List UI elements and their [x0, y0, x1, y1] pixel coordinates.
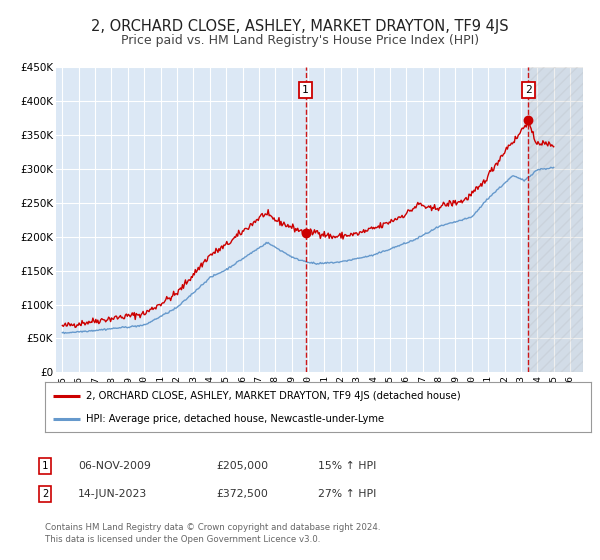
Text: 2, ORCHARD CLOSE, ASHLEY, MARKET DRAYTON, TF9 4JS (detached house): 2, ORCHARD CLOSE, ASHLEY, MARKET DRAYTON… — [86, 390, 461, 400]
Text: 2: 2 — [42, 489, 48, 499]
Text: £205,000: £205,000 — [216, 461, 268, 471]
Text: 2, ORCHARD CLOSE, ASHLEY, MARKET DRAYTON, TF9 4JS: 2, ORCHARD CLOSE, ASHLEY, MARKET DRAYTON… — [91, 19, 509, 34]
Text: Contains HM Land Registry data © Crown copyright and database right 2024.: Contains HM Land Registry data © Crown c… — [45, 523, 380, 532]
Text: 06-NOV-2009: 06-NOV-2009 — [78, 461, 151, 471]
Text: 14-JUN-2023: 14-JUN-2023 — [78, 489, 147, 499]
Text: 2: 2 — [525, 85, 532, 95]
Text: £372,500: £372,500 — [216, 489, 268, 499]
Text: 1: 1 — [42, 461, 48, 471]
Text: 15% ↑ HPI: 15% ↑ HPI — [318, 461, 376, 471]
Text: This data is licensed under the Open Government Licence v3.0.: This data is licensed under the Open Gov… — [45, 535, 320, 544]
Text: 1: 1 — [302, 85, 309, 95]
Text: HPI: Average price, detached house, Newcastle-under-Lyme: HPI: Average price, detached house, Newc… — [86, 414, 384, 424]
Text: Price paid vs. HM Land Registry's House Price Index (HPI): Price paid vs. HM Land Registry's House … — [121, 34, 479, 46]
Point — [301, 229, 310, 238]
Text: 27% ↑ HPI: 27% ↑ HPI — [318, 489, 376, 499]
Point — [524, 115, 533, 124]
Bar — [529, 67, 583, 372]
